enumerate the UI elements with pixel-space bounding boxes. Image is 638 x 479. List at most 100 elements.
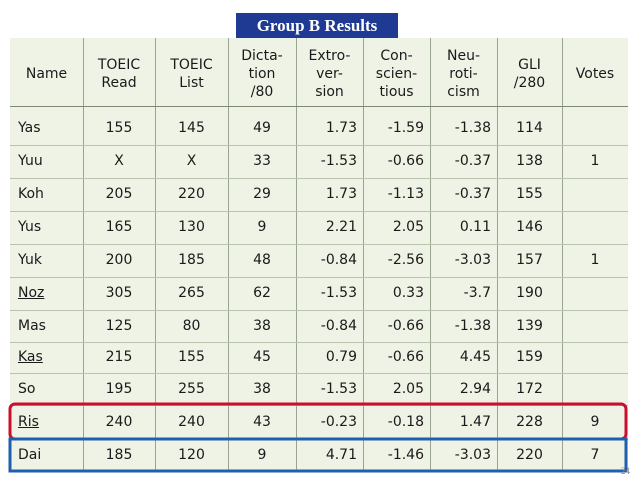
row-name: Kas — [18, 349, 43, 365]
column-header: Dicta- — [241, 48, 283, 64]
table-cell: -0.66 — [387, 349, 424, 365]
table-cell: 145 — [178, 120, 205, 136]
table-cell: 43 — [253, 413, 271, 430]
table-cell: 45 — [253, 349, 271, 365]
table-cell: 1 — [590, 153, 600, 169]
row-name: So — [18, 380, 36, 397]
column-divider — [562, 38, 563, 472]
column-header: Name — [25, 66, 68, 82]
table-cell: 155 — [105, 120, 133, 136]
column-header: Read — [101, 75, 137, 91]
row-divider — [10, 244, 628, 245]
row-name: Yuk — [18, 252, 42, 268]
column-header: /80 — [250, 84, 274, 100]
table-cell: 165 — [105, 219, 133, 235]
table-cell: -3.03 — [454, 447, 491, 463]
table-cell: 9 — [590, 413, 600, 430]
table-cell: 155 — [178, 349, 205, 365]
table-cell: 4.71 — [325, 447, 357, 463]
column-header: roti- — [449, 66, 478, 82]
table-cell: 130 — [178, 219, 205, 235]
table-cell: 4.45 — [459, 349, 491, 365]
table-cell: 29 — [253, 186, 271, 202]
table-cell: 2.21 — [325, 219, 357, 235]
row-divider — [10, 342, 628, 343]
table-cell: 220 — [178, 186, 205, 202]
column-divider — [228, 38, 229, 472]
row-name: Dai — [18, 447, 42, 463]
column-header: ver- — [316, 66, 343, 82]
row-divider — [10, 211, 628, 212]
table-cell: -0.23 — [320, 413, 357, 430]
table-cell: 2.94 — [459, 380, 491, 397]
table-cell: 120 — [178, 447, 205, 463]
table-cell: -3.03 — [454, 252, 491, 268]
highlight-ris — [8, 402, 628, 441]
table-cell: 240 — [178, 413, 205, 430]
row-divider — [10, 373, 628, 374]
table-cell: 185 — [105, 447, 133, 463]
row-divider — [10, 145, 628, 146]
table-cell: -1.59 — [387, 120, 424, 136]
table-cell: 1.73 — [325, 186, 357, 202]
table-cell: 215 — [105, 349, 133, 365]
row-divider — [10, 178, 628, 179]
table-cell: -0.37 — [454, 186, 491, 202]
table-cell: 1 — [590, 252, 600, 268]
column-header: scien- — [375, 66, 418, 82]
row-name: Yas — [18, 120, 41, 136]
table-cell: 138 — [516, 153, 543, 169]
column-divider — [430, 38, 431, 472]
table-cell: 7 — [590, 447, 600, 463]
table-cell: 38 — [253, 380, 271, 397]
table-cell: -0.66 — [387, 153, 424, 169]
table-cell: 265 — [178, 285, 205, 301]
column-header: /280 — [513, 75, 546, 91]
header-divider — [10, 106, 628, 107]
table-cell: -1.13 — [387, 186, 424, 202]
table-cell: -0.84 — [320, 317, 357, 334]
table-cell: 305 — [105, 285, 133, 301]
table-cell: 62 — [253, 285, 271, 301]
row-divider — [10, 310, 628, 311]
row-name: Noz — [18, 285, 45, 301]
table-cell: 220 — [516, 447, 543, 463]
row-name: Koh — [18, 186, 44, 202]
highlight-dai — [8, 437, 628, 473]
column-header: sion — [315, 84, 344, 100]
table-cell: 172 — [516, 380, 543, 397]
column-header: tious — [379, 84, 414, 100]
column-header: List — [179, 75, 204, 91]
table-cell: -2.56 — [387, 252, 424, 268]
row-name: Mas — [18, 317, 46, 334]
table-cell: 9 — [257, 219, 267, 235]
column-divider — [83, 38, 84, 472]
row-name: Ris — [18, 413, 39, 430]
row-name: Yus — [18, 219, 42, 235]
table-cell: 33 — [253, 153, 271, 169]
table-cell: 139 — [516, 317, 543, 334]
row-divider — [10, 277, 628, 278]
table-cell: -1.38 — [454, 317, 491, 334]
table-cell: -0.18 — [387, 413, 424, 430]
column-header: Votes — [575, 66, 615, 82]
column-header: Extro- — [308, 48, 351, 64]
slide-title: Group B Results — [236, 13, 398, 38]
table-cell: 0.79 — [325, 349, 357, 365]
table-cell: X — [114, 153, 124, 169]
table-cell: 9 — [257, 447, 267, 463]
table-cell: 255 — [178, 380, 205, 397]
column-header: tion — [248, 66, 276, 82]
page-number: 24 — [621, 466, 630, 476]
table-cell: 205 — [105, 186, 133, 202]
table-cell: X — [186, 153, 197, 169]
table-cell: 159 — [516, 349, 543, 365]
table-cell: 185 — [178, 252, 205, 268]
column-divider — [296, 38, 297, 472]
table-cell: -0.37 — [454, 153, 491, 169]
table-cell: 1.73 — [325, 120, 357, 136]
table-cell: 48 — [253, 252, 271, 268]
table-cell: -1.53 — [320, 285, 357, 301]
table-cell: 0.33 — [392, 285, 424, 301]
